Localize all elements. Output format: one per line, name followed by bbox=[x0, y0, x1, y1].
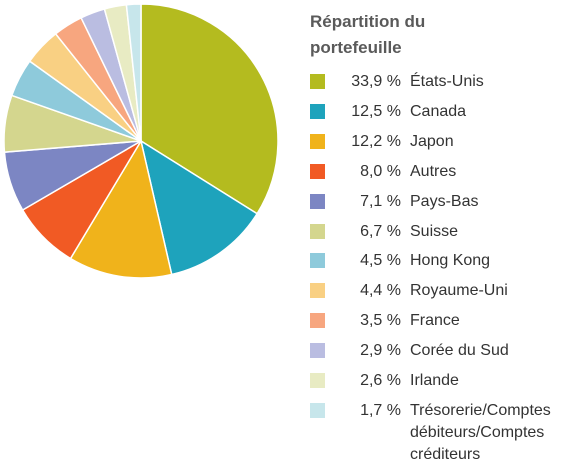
pie-slice bbox=[140, 3, 279, 215]
legend-value: 33,9 % bbox=[351, 73, 401, 90]
legend-item: 33,9 % États-Unis bbox=[310, 71, 577, 93]
legend-label: Irlande bbox=[410, 372, 459, 389]
legend-item: 6,7 % Suisse bbox=[310, 221, 577, 243]
legend-swatch bbox=[310, 74, 325, 89]
legend-value: 1,7 % bbox=[360, 401, 401, 419]
legend-value: 7,1 % bbox=[360, 192, 401, 210]
legend-title: Répartition du portefeuille bbox=[310, 12, 426, 57]
legend-swatch bbox=[310, 402, 325, 418]
legend-value: 6,7 % bbox=[360, 222, 401, 240]
legend-label: Trésorerie/Comptes débiteurs/Comptes cré… bbox=[410, 401, 551, 463]
legend-value: 4,5 % bbox=[360, 252, 401, 270]
legend-label: Suisse bbox=[410, 222, 459, 240]
legend-value: 8,0 % bbox=[360, 162, 401, 180]
legend-value: 12,2 % bbox=[351, 132, 401, 150]
pie-slice bbox=[125, 3, 142, 142]
legend-swatch bbox=[310, 283, 325, 299]
legend-label: Pays-Bas bbox=[410, 192, 479, 210]
legend-item: 2,6 % Irlande bbox=[310, 370, 577, 392]
legend-swatch bbox=[310, 193, 325, 209]
legend-item: 1,7 % Trésorerie/Comptes débiteurs/Compte… bbox=[310, 400, 577, 466]
legend-item: 12,5 % Canada bbox=[310, 101, 577, 123]
legend-swatch bbox=[310, 223, 325, 239]
legend-item: 3,5 % France bbox=[310, 310, 577, 332]
pie-slice bbox=[69, 139, 173, 279]
legend-swatch bbox=[310, 373, 325, 388]
legend-swatch bbox=[310, 103, 325, 119]
legend-swatch bbox=[310, 163, 325, 179]
pie-slice bbox=[139, 139, 259, 276]
legend-item: 7,1 % Pays-Bas bbox=[310, 191, 577, 213]
pie-chart bbox=[3, 3, 279, 279]
legend-value: 12,5 % bbox=[351, 102, 401, 120]
legend-value: 2,9 % bbox=[360, 342, 401, 360]
legend-label: Corée du Sud bbox=[410, 342, 509, 360]
legend-label: Canada bbox=[410, 102, 467, 120]
legend-swatch bbox=[310, 343, 325, 359]
legend-value: 2,6 % bbox=[360, 372, 401, 389]
legend-item: 4,4 % Royaume-Uni bbox=[310, 280, 577, 302]
legend-item: 2,9 % Corée du Sud bbox=[310, 340, 577, 362]
legend-label: France bbox=[410, 312, 460, 330]
legend-swatch bbox=[310, 253, 325, 269]
legend-label: Autres bbox=[410, 162, 457, 180]
legend-swatch bbox=[310, 133, 325, 149]
legend-label: Hong Kong bbox=[410, 252, 491, 270]
legend-label: Japon bbox=[410, 132, 454, 150]
legend-value: 3,5 % bbox=[360, 312, 401, 330]
legend-value: 4,4 % bbox=[360, 282, 401, 300]
legend-label: États-Unis bbox=[410, 73, 484, 90]
legend-swatch bbox=[310, 313, 325, 329]
legend-item: 12,2 % Japon bbox=[310, 131, 577, 153]
legend-item: 4,5 % Hong Kong bbox=[310, 250, 577, 272]
legend-label: Royaume-Uni bbox=[410, 282, 508, 300]
legend-item: 8,0 % Autres bbox=[310, 161, 577, 183]
